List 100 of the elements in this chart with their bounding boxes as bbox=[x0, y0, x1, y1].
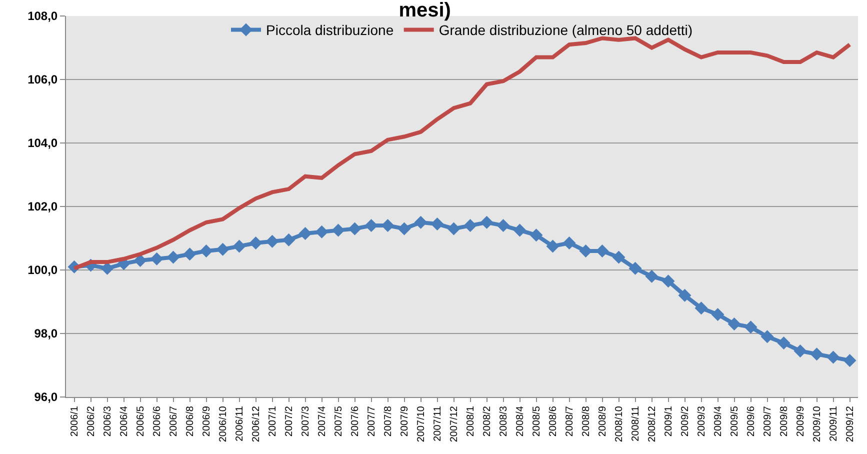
point bbox=[678, 288, 692, 302]
point bbox=[760, 330, 774, 344]
x-tick-label: 2009/4 bbox=[713, 406, 724, 437]
x-tick-label: 2006/9 bbox=[202, 406, 212, 437]
x-tick-label: 2006/10 bbox=[218, 406, 229, 442]
x-tick-label: 2007/12 bbox=[449, 406, 460, 442]
point bbox=[579, 244, 592, 258]
point bbox=[810, 348, 824, 361]
point bbox=[744, 320, 758, 334]
y-tick-label: 104,0 bbox=[28, 136, 58, 150]
point bbox=[249, 236, 262, 250]
y-tick-label: 100,0 bbox=[28, 263, 58, 278]
x-tick-label: 2006/8 bbox=[185, 406, 196, 437]
x-tick-label: 2006/1 bbox=[70, 406, 80, 437]
x-tick-label: 2007/2 bbox=[284, 406, 295, 437]
x-tick-label: 2007/5 bbox=[334, 406, 344, 437]
y-tick-label: 106,0 bbox=[28, 72, 58, 87]
point bbox=[381, 219, 394, 232]
x-tick-label: 2007/3 bbox=[300, 406, 312, 437]
point bbox=[496, 219, 510, 232]
x-tick-label: 2006/2 bbox=[86, 406, 97, 437]
x-tick-label: 2006/11 bbox=[234, 406, 246, 442]
x-tick-label: 2008/7 bbox=[564, 406, 576, 437]
point bbox=[282, 233, 296, 246]
x-tick-label: 2009/5 bbox=[730, 406, 740, 437]
x-tick-label: 2007/4 bbox=[317, 406, 328, 437]
y-tick-label: 96,0 bbox=[34, 390, 58, 404]
point bbox=[513, 224, 526, 237]
point bbox=[596, 244, 609, 258]
point bbox=[183, 248, 196, 261]
x-tick-label: 2008/5 bbox=[532, 406, 542, 437]
point bbox=[298, 226, 312, 240]
x-tick-label: 2007/10 bbox=[416, 406, 427, 442]
x-tick-label: 2007/11 bbox=[432, 406, 444, 442]
x-tick-label: 2009/3 bbox=[696, 406, 708, 437]
point bbox=[100, 262, 114, 275]
point bbox=[348, 222, 362, 236]
x-tick-label: 2006/7 bbox=[168, 406, 180, 437]
x-tick-label: 2009/10 bbox=[812, 406, 823, 442]
y-tick-label: 108,0 bbox=[28, 9, 58, 24]
x-tick-label: 2008/4 bbox=[515, 406, 526, 437]
point bbox=[398, 222, 411, 236]
point bbox=[711, 308, 724, 321]
x-tick-label: 2008/8 bbox=[581, 406, 592, 437]
point bbox=[612, 250, 626, 264]
point bbox=[364, 219, 378, 232]
x-tick-label: 2009/8 bbox=[779, 406, 790, 437]
x-tick-label: 2009/12 bbox=[845, 406, 856, 442]
x-tick-label: 2007/9 bbox=[400, 406, 410, 437]
point bbox=[694, 302, 708, 315]
x-tick-label: 2008/3 bbox=[498, 406, 510, 437]
point bbox=[530, 228, 543, 242]
point bbox=[266, 234, 279, 248]
point bbox=[216, 242, 230, 256]
point bbox=[414, 216, 428, 229]
point bbox=[777, 336, 790, 350]
x-tick-label: 2006/4 bbox=[119, 406, 130, 437]
point bbox=[662, 274, 675, 288]
x-tick-label: 2008/6 bbox=[548, 406, 559, 437]
x-tick-label: 2009/11 bbox=[828, 406, 840, 442]
x-tick-label: 2006/6 bbox=[152, 406, 163, 437]
point bbox=[332, 224, 345, 237]
x-tick-label: 2009/9 bbox=[796, 406, 806, 437]
point bbox=[546, 240, 560, 253]
x-tick-label: 2008/12 bbox=[647, 406, 658, 442]
point bbox=[562, 236, 576, 250]
point bbox=[826, 350, 840, 364]
x-tick-label: 2009/2 bbox=[680, 406, 691, 437]
point bbox=[200, 244, 213, 258]
x-tick-label: 2008/1 bbox=[466, 406, 476, 437]
chart-title: mesi) bbox=[398, 0, 451, 22]
point bbox=[430, 217, 444, 230]
x-tick-label: 2008/11 bbox=[630, 406, 642, 442]
x-tick-label: 2009/1 bbox=[664, 406, 674, 437]
point bbox=[150, 252, 164, 266]
legend-label: Grande distribuzione (almeno 50 addetti) bbox=[438, 22, 693, 38]
point bbox=[645, 270, 658, 283]
x-tick-label: 2008/2 bbox=[482, 406, 493, 437]
x-tick-label: 2007/6 bbox=[350, 406, 361, 437]
x-tick-label: 2009/6 bbox=[746, 406, 757, 437]
x-tick-label: 2008/9 bbox=[598, 406, 608, 437]
y-tick-label: 98,0 bbox=[34, 326, 58, 341]
point bbox=[843, 354, 856, 367]
x-tick-label: 2007/8 bbox=[383, 406, 394, 437]
point bbox=[628, 262, 642, 275]
x-tick-label: 2007/1 bbox=[268, 406, 278, 437]
point bbox=[166, 250, 180, 264]
point bbox=[728, 317, 741, 330]
x-tick-label: 2008/10 bbox=[614, 406, 625, 442]
point bbox=[794, 344, 807, 358]
x-tick-label: 2006/3 bbox=[102, 406, 114, 437]
x-tick-label: 2009/7 bbox=[762, 406, 774, 437]
point bbox=[447, 222, 460, 236]
x-tick-label: 2006/5 bbox=[136, 406, 146, 437]
x-tick-label: 2007/7 bbox=[366, 406, 378, 437]
y-tick-label: 102,0 bbox=[28, 200, 58, 214]
point bbox=[315, 225, 328, 238]
point bbox=[232, 240, 246, 253]
point bbox=[480, 216, 494, 229]
point bbox=[134, 254, 147, 267]
